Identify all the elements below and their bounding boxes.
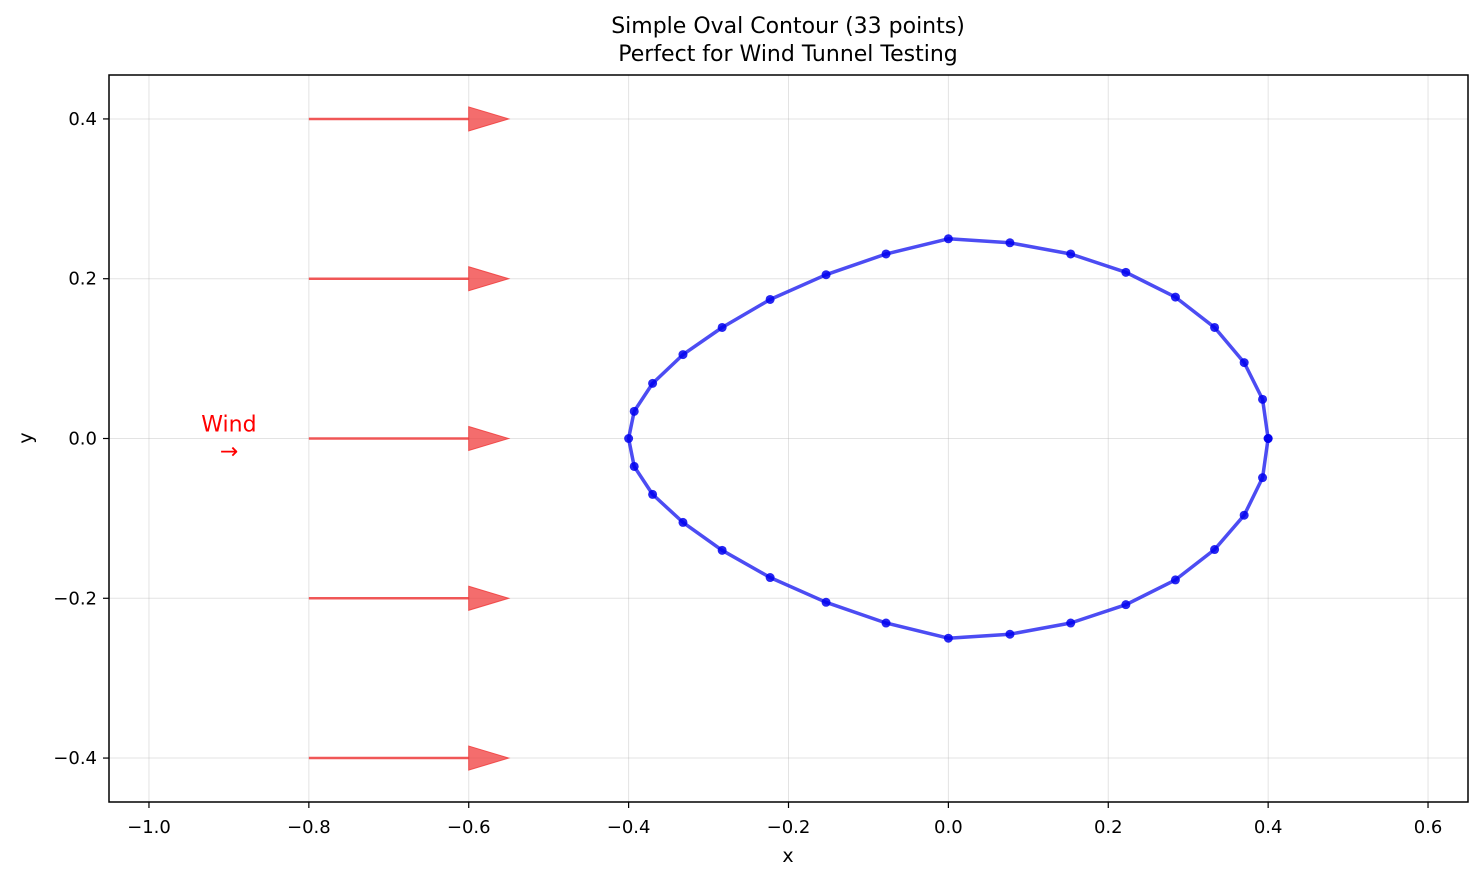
contour-point — [624, 434, 634, 443]
contour-point — [717, 322, 727, 332]
chart-title-line1: Simple Oval Contour (33 points) — [611, 14, 965, 39]
y-axis-label: y — [15, 432, 37, 443]
x-tick-label: −0.2 — [767, 817, 811, 838]
wind-arrow-head — [468, 585, 511, 611]
x-axis-label: x — [782, 845, 793, 867]
contour-point — [1121, 600, 1131, 610]
y-axis-ticks: −0.4 −0.2 0.0 0.2 0.4 — [53, 109, 109, 769]
wind-arrow-head — [468, 106, 511, 132]
contour-point — [717, 545, 727, 555]
contour-point — [943, 633, 953, 643]
y-tick-label: 0.4 — [68, 109, 97, 130]
y-tick-label: 0.2 — [68, 269, 97, 290]
contour-point — [765, 294, 775, 304]
wind-label: Wind — [201, 413, 256, 438]
contour-point — [1066, 249, 1076, 259]
contour-point — [943, 234, 953, 244]
contour-point — [1170, 292, 1180, 302]
x-tick-label: −0.6 — [447, 817, 491, 838]
contour-point — [648, 489, 658, 499]
contour-point — [629, 406, 639, 416]
contour-series — [624, 234, 1273, 643]
contour-point — [765, 573, 775, 583]
contour-point — [1210, 545, 1220, 555]
contour-point — [1258, 394, 1268, 404]
contour-point — [1239, 510, 1249, 520]
x-tick-label: 0.2 — [1094, 817, 1123, 838]
x-tick-label: 0.6 — [1414, 817, 1443, 838]
contour-point — [1239, 358, 1249, 368]
wind-arrows — [308, 106, 511, 771]
contour-point — [1210, 322, 1220, 332]
x-tick-label: 0.4 — [1254, 817, 1283, 838]
x-tick-label: −0.4 — [607, 817, 651, 838]
contour-point — [881, 249, 891, 259]
x-axis-ticks: −1.0 −0.8 −0.6 −0.4 −0.2 0.0 0.2 0.4 0.6 — [127, 802, 1442, 838]
wind-annotation: Wind → — [201, 413, 256, 465]
y-tick-label: −0.4 — [53, 748, 97, 769]
wind-arrow-glyph: → — [220, 440, 238, 465]
chart-title-line2: Perfect for Wind Tunnel Testing — [618, 42, 958, 67]
contour-point — [1121, 267, 1131, 277]
y-tick-label: −0.2 — [53, 588, 97, 609]
contour-point — [678, 350, 688, 360]
contour-point — [1066, 618, 1076, 628]
wind-arrow-head — [468, 745, 511, 771]
contour-point — [1170, 575, 1180, 585]
x-tick-label: −0.8 — [287, 817, 331, 838]
contour-point — [678, 517, 688, 527]
contour-point — [821, 270, 831, 280]
contour-point — [821, 597, 831, 607]
contour-point — [1005, 629, 1015, 639]
wind-arrow-head — [468, 266, 511, 292]
contour-point — [1258, 473, 1268, 483]
contour-point — [1005, 238, 1015, 248]
wind-arrow-head — [468, 425, 511, 452]
x-tick-label: 0.0 — [934, 817, 963, 838]
contour-point — [648, 378, 658, 388]
contour-point — [1263, 434, 1273, 443]
contour-point — [629, 461, 639, 471]
y-tick-label: 0.0 — [68, 429, 97, 450]
x-tick-label: −1.0 — [127, 817, 171, 838]
contour-point — [881, 618, 891, 628]
